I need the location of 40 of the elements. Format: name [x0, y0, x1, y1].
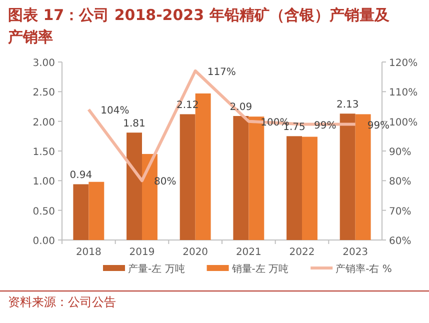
- x-tick-label: 2018: [76, 247, 102, 258]
- y-tick-label: 3.00: [32, 58, 55, 69]
- data-label: 0.94: [70, 170, 92, 182]
- bar: [180, 114, 196, 240]
- y-tick-label: 2.00: [32, 117, 55, 128]
- data-label: 117%: [207, 66, 236, 78]
- y-tick-label: 0.50: [32, 206, 55, 218]
- x-tick-label: 2023: [342, 247, 368, 258]
- bar: [73, 184, 89, 240]
- data-label: 104%: [100, 105, 130, 116]
- y2-tick-label: 110%: [389, 88, 418, 99]
- data-label: 2.09: [230, 102, 252, 113]
- title: 图表 17：公司 2018-2023 年铅精矿（含银）产销量及产销率: [8, 6, 390, 46]
- bar: [340, 114, 356, 240]
- annotation: 资料来源：公司公告: [8, 295, 116, 309]
- y-tick-label: 1.00: [32, 176, 55, 188]
- y2-tick-label: 80%: [389, 176, 412, 188]
- data-label: 1.81: [123, 118, 146, 130]
- legend-label: 销量-左 万吨: [230, 263, 289, 275]
- bar: [126, 132, 142, 240]
- legend-label: 产销率-右 %: [336, 263, 392, 275]
- bar: [88, 182, 104, 240]
- x-tick-label: 2020: [182, 247, 208, 258]
- bar: [233, 116, 249, 240]
- bar: [302, 136, 318, 240]
- legend-label: 产量-左 万吨: [128, 263, 185, 275]
- y2-tick-label: 60%: [389, 236, 412, 247]
- x-tick-label: 2022: [289, 247, 315, 258]
- data-label: 99%: [314, 120, 336, 132]
- bar: [286, 136, 302, 240]
- x-tick-label: 2021: [236, 247, 262, 258]
- x-tick-label: 2019: [129, 247, 155, 258]
- y2-tick-label: 120%: [389, 58, 418, 69]
- y-tick-label: 1.50: [32, 147, 55, 158]
- y-tick-label: 2.50: [32, 88, 55, 99]
- data-label: 2.13: [336, 100, 359, 111]
- y-tick-label: 0.00: [32, 236, 55, 247]
- y2-tick-label: 90%: [389, 147, 412, 158]
- y2-tick-label: 70%: [389, 206, 412, 218]
- y2-tick-label: 100%: [389, 117, 418, 128]
